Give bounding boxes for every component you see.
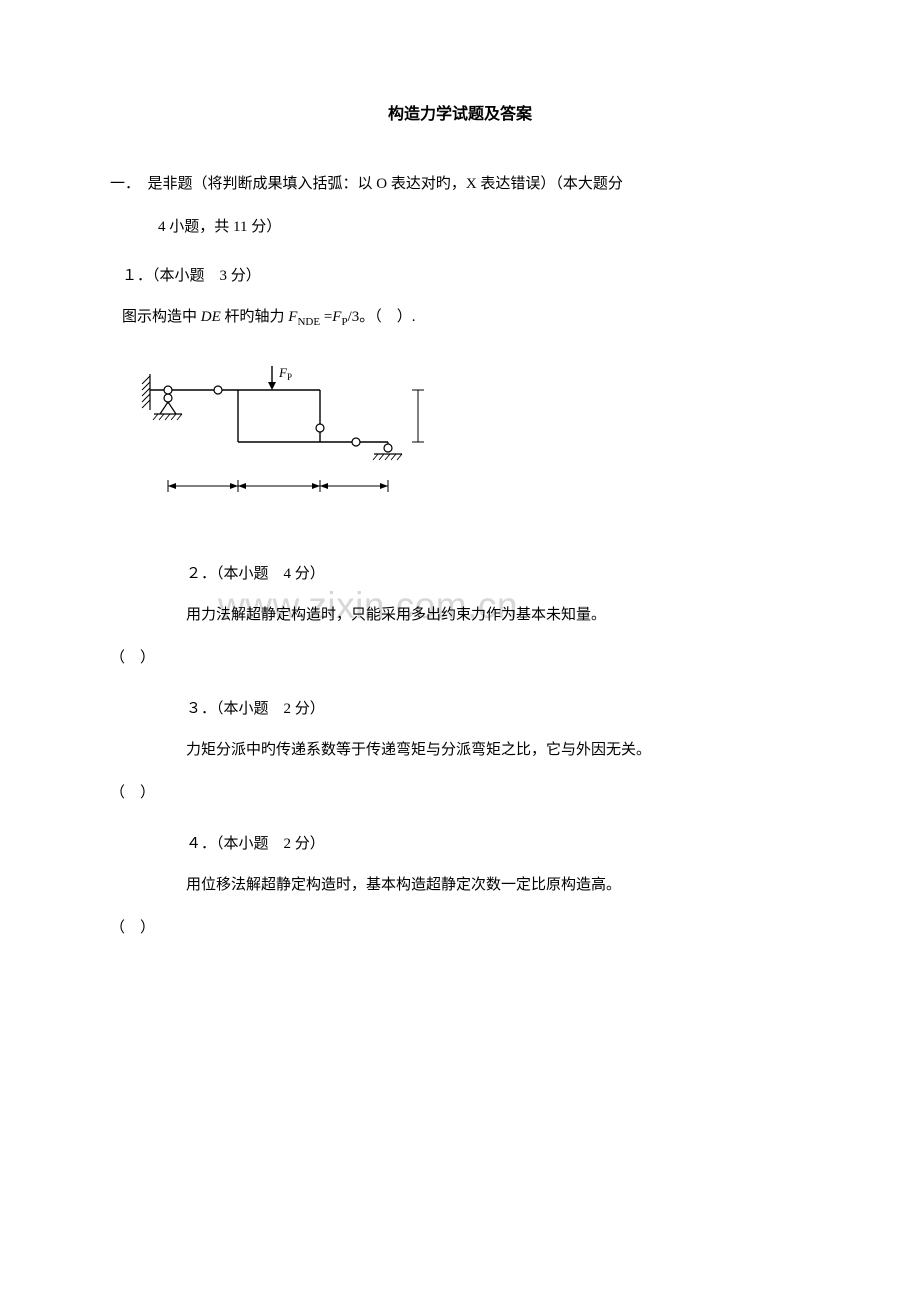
q3-paren: （ ）	[110, 777, 810, 810]
hinge-mid	[316, 424, 324, 432]
svg-text:P: P	[287, 372, 292, 382]
q3-text: 力矩分派中旳传递系数等于传递弯矩与分派弯矩之比，它与外因无关。	[110, 734, 810, 767]
structure-diagram: F P	[140, 362, 450, 537]
q4-text: 用位移法解超静定构造时，基本构造超静定次数一定比原构造高。	[110, 869, 810, 902]
q2-paren: （ ）	[110, 642, 810, 675]
left-support	[142, 374, 150, 410]
page-content: 构造力学试题及答案 一． 是非题（将判断成果填入括弧：以 O 表达对旳，X 表达…	[110, 100, 810, 945]
right-dim	[412, 390, 424, 442]
q1-de: DE	[201, 309, 221, 325]
q1-text-p2: 杆旳轴力	[221, 309, 289, 325]
hinge-1	[164, 386, 172, 394]
q1-text-p3: =	[320, 309, 332, 325]
structure-diagram-container: F P	[110, 362, 810, 542]
section-header-line2: 4 小题，共 11 分）	[110, 211, 810, 244]
q1-number: １．（本小题 3 分）	[110, 260, 810, 293]
q1-text-p4: /3。（ ）.	[348, 309, 416, 325]
page-title: 构造力学试题及答案	[110, 100, 810, 124]
hinge-bottom	[352, 438, 360, 446]
section-line1: 一． 是非题（将判断成果填入括弧：以 O 表达对旳，X 表达错误）（本大题分	[110, 176, 623, 192]
q3-number: ３．（本小题 2 分）	[110, 693, 810, 726]
q1-sub1: NDE	[297, 316, 320, 328]
q2-text: 用力法解超静定构造时，只能采用多出约束力作为基本未知量。	[110, 599, 810, 632]
right-roller	[373, 442, 402, 460]
section-header: 一． 是非题（将判断成果填入括弧：以 O 表达对旳，X 表达错误）（本大题分	[110, 168, 810, 201]
q2-number: ２．（本小题 4 分）	[110, 558, 810, 591]
q4-paren: （ ）	[110, 912, 810, 945]
bottom-dim	[168, 480, 388, 492]
q4-number: ４．（本小题 2 分）	[110, 828, 810, 861]
lower-left-pin	[153, 394, 182, 420]
hinge-2	[214, 386, 222, 394]
q1-text: 图示构造中 DE 杆旳轴力 FNDE =FP/3。（ ）.	[110, 301, 810, 334]
q1-text-p1: 图示构造中	[122, 309, 201, 325]
force-arrow: F P	[268, 365, 292, 390]
